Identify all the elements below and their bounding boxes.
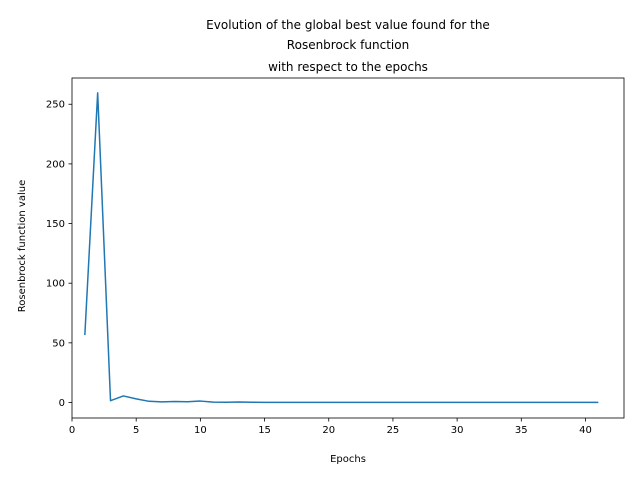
x-tick-label: 25 [387,425,400,436]
y-tick-label: 200 [46,159,65,170]
x-tick-label: 10 [194,425,207,436]
series-line-0 [84,92,599,404]
chart-title-line-1: Evolution of the global best value found… [206,18,490,32]
plot-area: 0 5 10 15 20 25 30 35 40 0 50 100 150 200 250 [46,77,625,436]
x-tick-label: 5 [133,425,139,436]
x-tick-label: 0 [69,425,75,436]
x-tick-label: 15 [258,425,271,436]
x-tick-label: 35 [515,425,528,436]
y-axis-label: Rosenbrock function value [17,180,28,313]
chart-title-line-2: Rosenbrock function [287,38,409,52]
x-tick-label: 20 [322,425,335,436]
axes-frame [71,77,625,419]
x-tick-label: 40 [579,425,592,436]
x-axis-label: Epochs [330,454,366,465]
y-tick-label: 0 [59,398,65,409]
y-tick-label: 50 [52,338,65,349]
y-tick-label: 100 [46,279,65,290]
y-tick-label: 150 [46,219,65,230]
x-tick-label: 30 [451,425,464,436]
chart-title: Evolution of the global best value found… [206,18,490,74]
y-tick-label: 250 [46,100,65,111]
chart-title-line-3: with respect to the epochs [268,60,428,74]
